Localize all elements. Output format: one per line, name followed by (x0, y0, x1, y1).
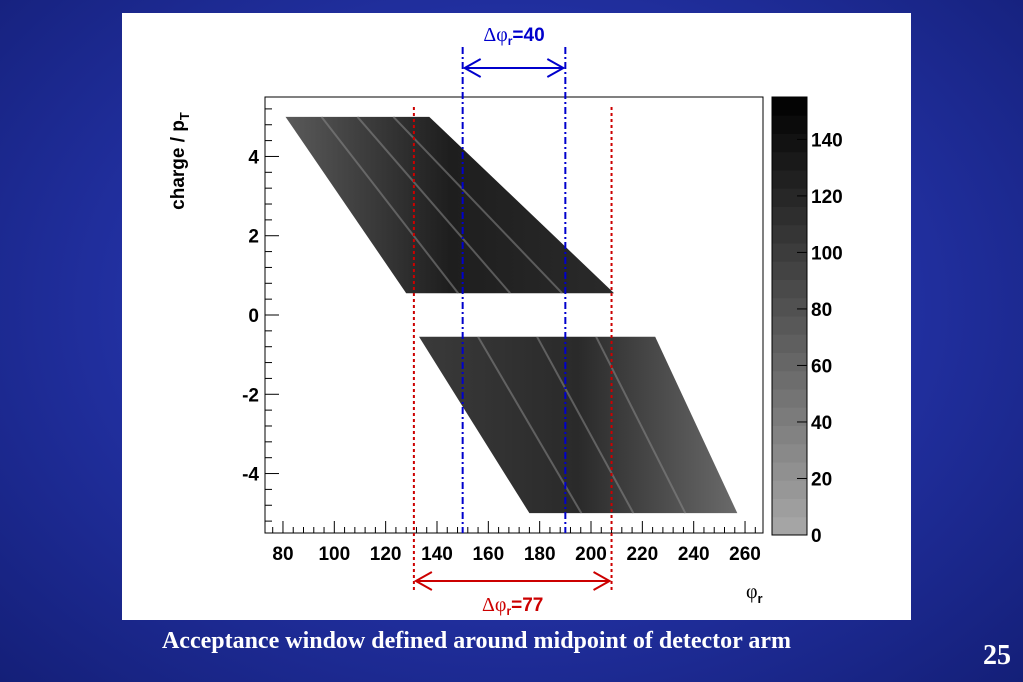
colorbar-tick-label: 100 (811, 243, 843, 264)
x-tick-label: 200 (575, 544, 607, 565)
colorbar-segment (772, 498, 807, 518)
plot-panel: 80 100 120 140 160 180 200 220 240 260 4 2 0 -2 -4 0 20… (122, 13, 911, 620)
y-tick-label: 2 (248, 227, 259, 248)
page-number: 25 (983, 640, 1011, 671)
x-tick-label: 160 (472, 544, 504, 565)
window-arrow-head-left (462, 58, 482, 78)
x-axis-label: φr (746, 581, 763, 606)
x-tick-label: 180 (524, 544, 556, 565)
colorbar-segment (772, 516, 807, 536)
colorbar-segment (772, 279, 807, 299)
colorbar-frame (771, 96, 808, 536)
slide-caption: Acceptance window defined around midpoin… (161, 628, 792, 654)
colorbar-segment (772, 243, 807, 262)
colorbar-segment (772, 316, 807, 335)
colorbar-segment (772, 133, 807, 153)
x-tick-label: 240 (678, 544, 710, 565)
colorbar-segment (772, 334, 807, 353)
y-axis-label: charge / pT (168, 112, 192, 210)
colorbar-segment (772, 462, 807, 481)
window-arrow-head-left (413, 571, 433, 591)
colorbar-segment (772, 389, 807, 408)
colorbar-segment (772, 370, 807, 390)
x-tick-label: 220 (626, 544, 658, 565)
colorbar-tick-label: 120 (811, 187, 843, 208)
colorbar-segment (772, 443, 807, 463)
colorbar-tick-label: 40 (811, 413, 832, 434)
y-tick-label: 0 (248, 306, 259, 327)
window-arrow-head-right (546, 58, 566, 78)
x-tick-label: 120 (370, 544, 402, 565)
colorbar-segment (772, 297, 807, 317)
colorbar-tick-label: 0 (811, 526, 822, 547)
x-tick-label: 140 (421, 544, 453, 565)
colorbar-segment (772, 115, 807, 134)
colorbar-segment (772, 261, 807, 280)
band-stripe (392, 116, 563, 294)
x-axis-label-main: φ (746, 581, 758, 603)
x-tick-label: 260 (729, 544, 761, 565)
heatmap-band-positive (285, 116, 615, 294)
band-stripe (477, 336, 583, 514)
y-axis-label-sub: T (177, 112, 192, 120)
colorbar-segment (772, 170, 807, 189)
colorbar-tick-label: 80 (811, 300, 832, 321)
colorbar-segment (772, 480, 807, 499)
window-label: Δφr=77 (482, 594, 543, 618)
colorbar-segment (772, 425, 807, 445)
band-stripe (536, 336, 635, 514)
colorbar-segment (772, 151, 807, 171)
y-tick-label: -4 (242, 465, 259, 486)
colorbar-segment (772, 97, 807, 116)
band-stripe (320, 116, 459, 294)
colorbar-tick-label: 140 (811, 130, 843, 151)
colorbar-tick-label: 20 (811, 469, 832, 490)
colorbar-segment (772, 224, 807, 244)
colorbar-segment (772, 407, 807, 426)
x-axis-label-sub: r (758, 591, 763, 606)
colorbar-segment (772, 206, 807, 226)
y-axis-label-main: charge / p (168, 120, 189, 210)
window-arrow-head-right (593, 571, 612, 591)
y-tick-label: 4 (248, 147, 259, 168)
x-tick-label: 80 (272, 544, 293, 565)
y-tick-label: -2 (242, 385, 259, 406)
colorbar-segment (772, 352, 807, 372)
window-label: Δφr=40 (483, 24, 544, 48)
x-tick-label: 100 (318, 544, 350, 565)
colorbar-tick-label: 60 (811, 356, 832, 377)
heatmap-band-negative (419, 336, 738, 514)
colorbar-segment (772, 188, 807, 207)
band-stripe (356, 116, 511, 294)
